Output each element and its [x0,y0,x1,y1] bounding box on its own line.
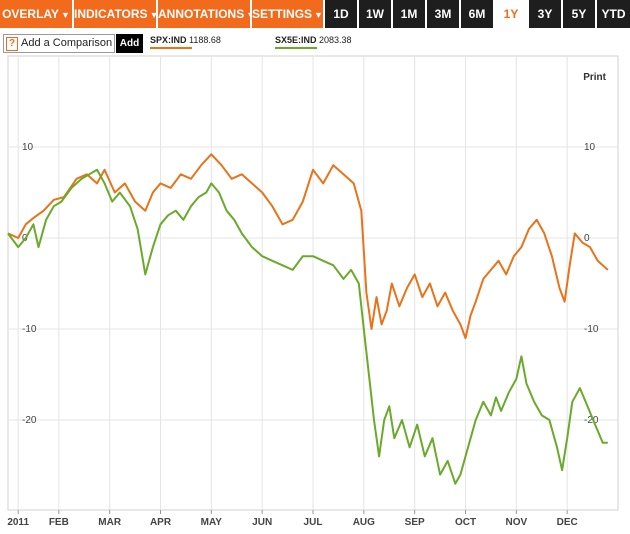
y-tick-label-right: -20 [584,415,599,426]
x-tick-label: FEB [49,517,69,528]
chart-toolbar: OVERLAY ▼ INDICATORS ▼ ANNOTATIONS ▼ SETTIN… [0,0,630,28]
legend-spx-name: SPX:IND [150,35,187,45]
x-tick-label: MAR [98,517,122,528]
x-tick-label: OCT [455,517,476,528]
settings-menu-label: SETTINGS [252,7,313,21]
help-icon[interactable]: ? [6,37,18,51]
x-tick-label: DEC [557,517,578,528]
range-1d-button[interactable]: 1D [325,0,357,28]
range-3y-button[interactable]: 3Y [529,0,561,28]
y-tick-label-right: -10 [584,324,599,335]
series-line-spx [7,153,609,340]
range-1y-button[interactable]: 1Y [495,0,527,28]
legend-spx: SPX:IND 1188.68 [150,35,221,49]
legend-spx-swatch [150,47,192,49]
y-tick-label-left: -10 [22,324,37,335]
chevron-down-icon: ▼ [149,10,159,20]
x-tick-label: NOV [505,517,527,528]
x-tick-label: MAY [201,517,223,528]
annotations-menu-button[interactable]: ANNOTATIONS ▼ [158,0,255,28]
range-6m-button[interactable]: 6M [461,0,493,28]
y-tick-label-left: 10 [22,142,34,153]
x-tick-label: AUG [353,517,375,528]
add-comparison-button[interactable]: Add [116,34,143,53]
legend-sx5e-swatch [275,47,317,49]
chevron-down-icon: ▼ [314,10,323,20]
indicators-menu-label: INDICATORS [74,7,148,21]
series-line-sx5e [7,168,608,485]
x-tick-label: 2011 [7,517,29,528]
legend-sx5e-name: SX5E:IND [275,35,317,45]
legend-sx5e-value: 2083.38 [319,35,352,45]
y-tick-label-right: 10 [584,142,596,153]
chevron-down-icon: ▼ [60,10,70,20]
settings-menu-button[interactable]: SETTINGS ▼ [252,0,323,28]
range-3m-button[interactable]: 3M [427,0,459,28]
legend-sx5e: SX5E:IND 2083.38 [275,35,352,49]
y-tick-label-left: -20 [22,415,37,426]
range-5y-button[interactable]: 5Y [563,0,595,28]
range-ytd-button[interactable]: YTD [597,0,630,28]
indicators-menu-button[interactable]: INDICATORS ▼ [74,0,159,28]
overlay-menu-button[interactable]: OVERLAY ▼ [0,0,72,28]
overlay-menu-label: OVERLAY [2,7,59,21]
legend-spx-value: 1188.68 [189,35,221,45]
annotations-menu-label: ANNOTATIONS [158,7,245,21]
range-1w-button[interactable]: 1W [359,0,391,28]
x-tick-label: JUN [252,517,272,528]
x-tick-label: SEP [405,517,425,528]
x-tick-label: JUL [304,517,323,528]
y-tick-label-right: 0 [584,233,590,244]
print-button[interactable]: Print [583,72,606,83]
comparison-placeholder: Add a Comparison [21,37,113,49]
comparison-input[interactable]: ? Add a Comparison [3,34,115,53]
chevron-down-icon: ▼ [246,10,256,20]
x-tick-label: APR [150,517,172,528]
range-1m-button[interactable]: 1M [393,0,425,28]
